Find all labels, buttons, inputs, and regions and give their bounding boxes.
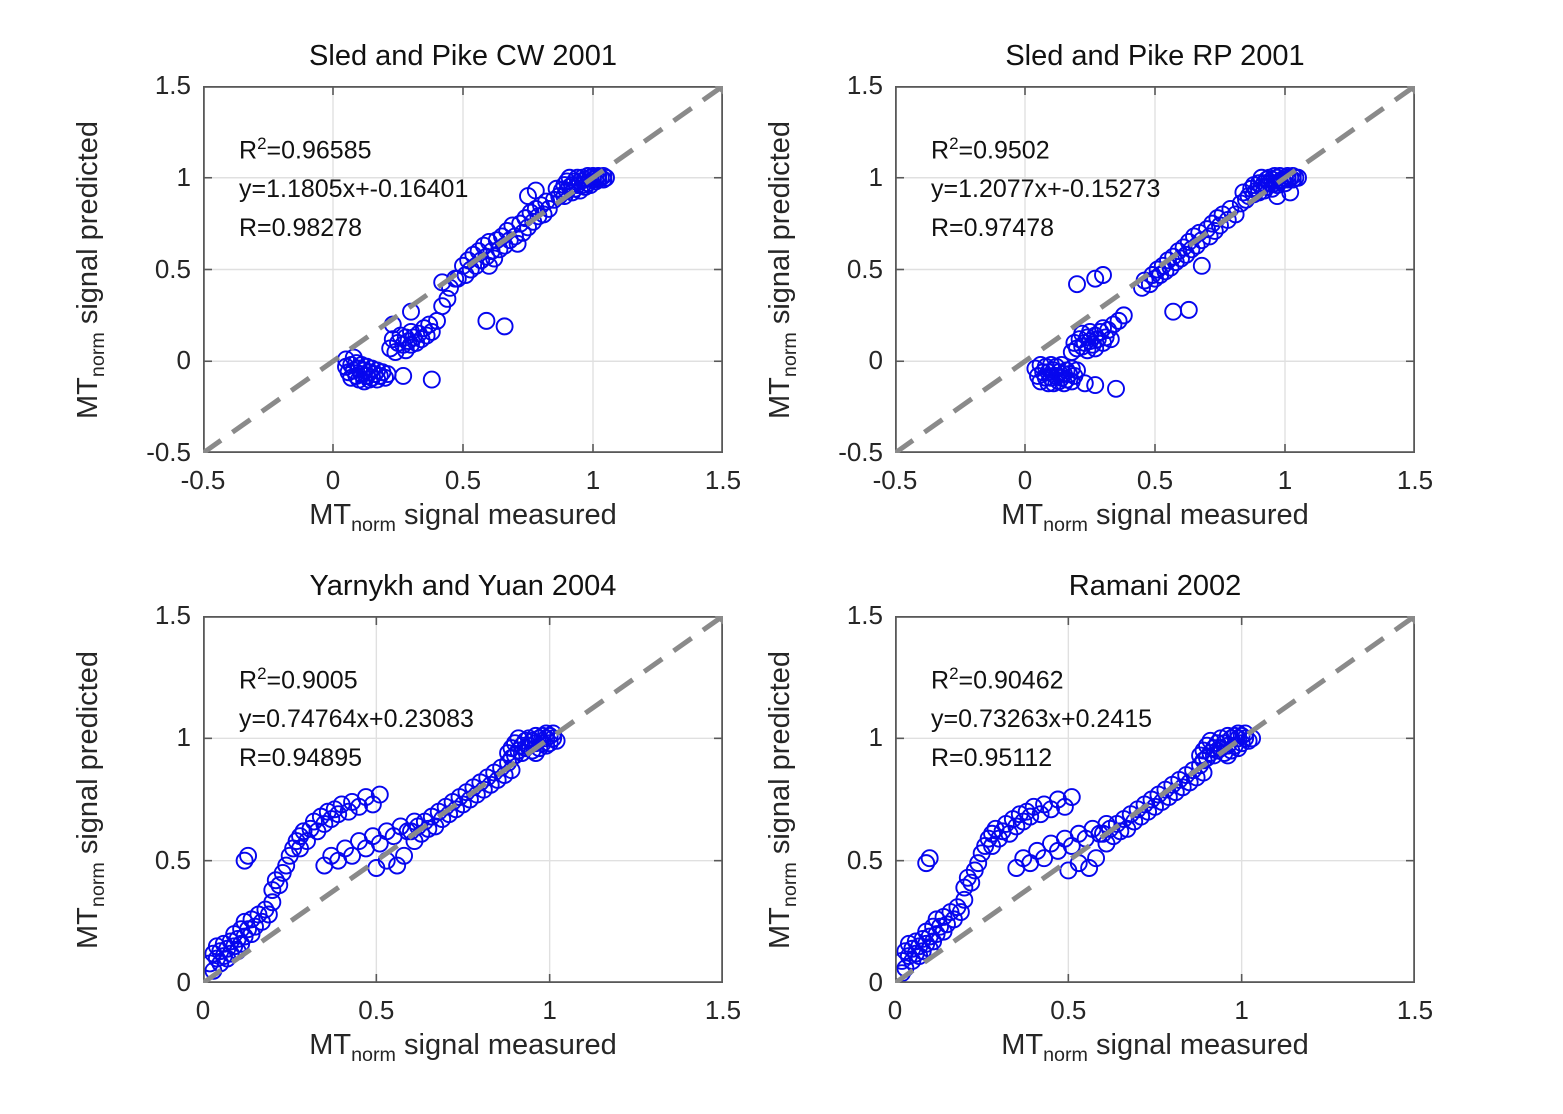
scatter-canvas	[203, 616, 723, 983]
r-stat: R=0.94895	[239, 744, 363, 773]
axes-box	[203, 616, 723, 983]
x-axis-label: MTnorm signal measured	[1001, 499, 1309, 536]
y-tick-label: 1	[176, 722, 191, 753]
x-tick-label: 1	[1277, 465, 1293, 495]
plot-title: Sled and Pike CW 2001	[309, 40, 617, 72]
fit-equation: y=0.73263x+0.2415	[931, 705, 1153, 734]
y-tick-label: 1	[176, 161, 191, 192]
fit-stats: R2=0.9005 y=0.74764x+0.23083 R=0.94895	[239, 654, 474, 778]
x-tick-label: 0	[887, 995, 903, 1025]
x-tick-label: -0.5	[180, 465, 226, 495]
fit-stats: R2=0.96585 y=1.1805x+-0.16401 R=0.98278	[239, 124, 468, 248]
identity-line-end-marker	[714, 616, 723, 625]
x-tick-label: 0	[195, 995, 211, 1025]
plot-title: Ramani 2002	[1068, 570, 1242, 602]
y-axis-label: MTnorm signal predicted	[72, 650, 109, 949]
y-tick-label: 1.5	[846, 70, 883, 100]
fit-equation: y=1.1805x+-0.16401	[239, 175, 469, 204]
x-tick-label: 0.5	[1050, 995, 1087, 1025]
identity-line-end-marker	[714, 86, 723, 95]
plot-title: Sled and Pike RP 2001	[1005, 40, 1305, 72]
scatter-canvas	[895, 86, 1415, 453]
r-squared-stat: R2=0.9005	[239, 664, 358, 695]
fit-equation: y=0.74764x+0.23083	[239, 705, 474, 734]
x-tick-label: 1.5	[1396, 465, 1434, 495]
y-tick-label: -0.5	[838, 437, 883, 467]
x-tick-label: 1	[542, 995, 557, 1025]
subplot-yarnykh-yuan-2004: Yarnykh and Yuan 2004 MTnorm signal pred…	[72, 570, 741, 1066]
y-tick-label: 0.5	[846, 253, 883, 284]
r-squared-stat: R2=0.96585	[239, 134, 372, 165]
y-tick-label: 0	[176, 967, 191, 997]
x-tick-label: 1	[585, 465, 601, 495]
subplot-sled-pike-cw-2001: Sled and Pike CW 2001 MTnorm signal pred…	[72, 40, 741, 536]
y-tick-label: 0.5	[846, 844, 883, 875]
y-tick-label: -0.5	[146, 437, 191, 467]
y-tick-label: 1	[868, 161, 883, 192]
y-tick-label: 0	[868, 967, 883, 997]
fit-equation: y=1.2077x+-0.15273	[931, 175, 1161, 204]
x-tick-label: 0	[325, 465, 341, 495]
data-points	[895, 724, 1262, 983]
x-tick-label: -0.5	[872, 465, 918, 495]
r-squared-stat: R2=0.90462	[931, 664, 1064, 695]
y-tick-label: 0	[868, 345, 883, 376]
x-tick-label: 1.5	[704, 995, 742, 1025]
r-squared-stat: R2=0.9502	[931, 134, 1050, 165]
y-tick-label: 1.5	[154, 70, 191, 100]
axes-box	[895, 616, 1415, 983]
axes-box	[203, 86, 723, 453]
grid-lines	[203, 616, 723, 983]
x-tick-label: 0.5	[444, 465, 482, 495]
subplot-ramani-2002: Ramani 2002 MTnorm signal predicted R2=0…	[764, 570, 1433, 1066]
fit-stats: R2=0.9502 y=1.2077x+-0.15273 R=0.97478	[931, 124, 1160, 248]
subplot-sled-pike-rp-2001: Sled and Pike RP 2001 MTnorm signal pred…	[764, 40, 1433, 536]
y-tick-label: 0.5	[154, 253, 191, 284]
axes-box	[895, 86, 1415, 453]
grid-lines	[895, 616, 1415, 983]
r-stat: R=0.97478	[931, 214, 1055, 243]
y-tick-label: 0.5	[154, 844, 191, 875]
x-axis-label: MTnorm signal measured	[309, 1029, 617, 1066]
y-tick-label: 1.5	[846, 600, 883, 630]
x-tick-label: 1.5	[704, 465, 742, 495]
x-tick-label: 0	[1017, 465, 1033, 495]
fit-stats: R2=0.90462 y=0.73263x+0.2415 R=0.95112	[931, 654, 1152, 778]
x-tick-label: 0.5	[358, 995, 395, 1025]
x-axis-label: MTnorm signal measured	[1001, 1029, 1309, 1066]
y-axis-label: MTnorm signal predicted	[764, 650, 801, 949]
scatter-canvas	[895, 616, 1415, 983]
x-tick-label: 1	[1234, 995, 1249, 1025]
scatter-canvas	[203, 86, 723, 453]
y-tick-label: 1	[868, 722, 883, 753]
x-tick-label: 1.5	[1396, 995, 1434, 1025]
y-tick-label: 0	[176, 345, 191, 376]
x-axis-label: MTnorm signal measured	[309, 499, 617, 536]
plot-title: Yarnykh and Yuan 2004	[309, 570, 617, 602]
r-stat: R=0.98278	[239, 214, 363, 243]
x-tick-label: 0.5	[1136, 465, 1174, 495]
y-tick-label: 1.5	[154, 600, 191, 630]
r-stat: R=0.95112	[931, 744, 1053, 773]
